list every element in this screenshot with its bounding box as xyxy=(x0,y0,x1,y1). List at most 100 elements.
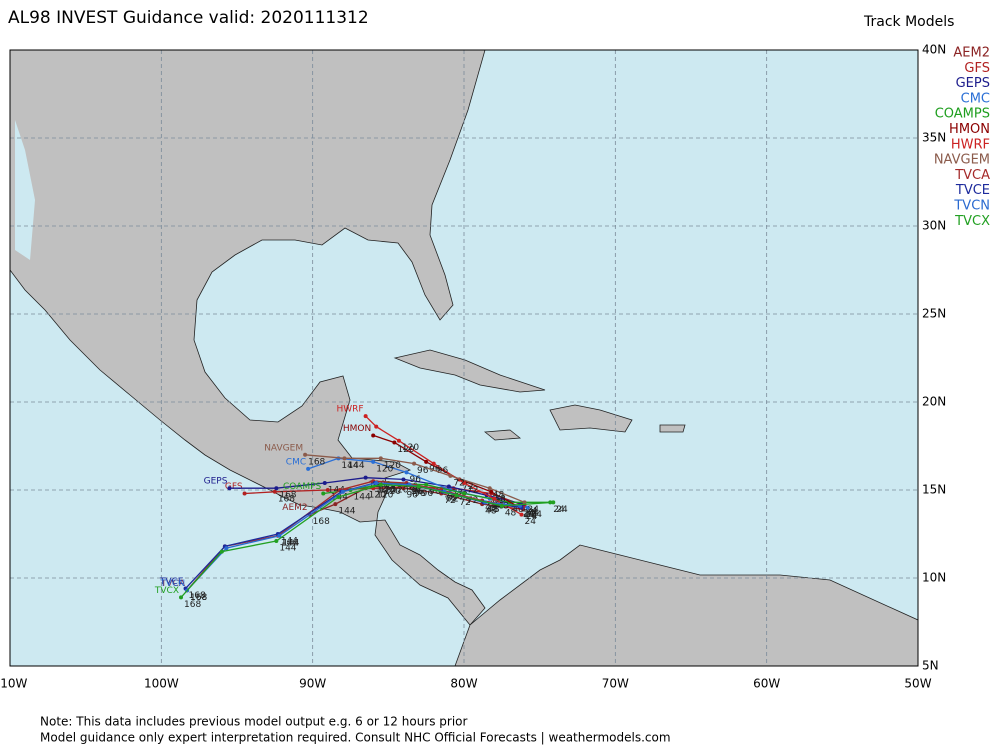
forecast-hour: 144 xyxy=(282,538,299,548)
forecast-hour: 24 xyxy=(523,510,535,520)
track-point xyxy=(454,493,459,498)
track-point xyxy=(363,475,368,480)
forecast-hour: 48 xyxy=(493,501,505,511)
track-line xyxy=(244,485,525,507)
note: Model guidance only expert interpretatio… xyxy=(40,731,671,745)
track-point xyxy=(277,533,282,538)
forecast-hour: 48 xyxy=(485,503,497,513)
forecast-hour: 144 xyxy=(341,461,358,471)
track-point xyxy=(303,452,308,457)
track-point xyxy=(448,473,453,478)
forecast-hour: 48 xyxy=(493,491,505,501)
hispaniola xyxy=(549,404,633,433)
track-point xyxy=(374,424,379,429)
track-point xyxy=(378,482,383,487)
forecast-hour: 48 xyxy=(488,505,500,515)
legend-entry: TVCA xyxy=(954,168,990,183)
track-point xyxy=(321,491,326,496)
legend-entry: GEPS xyxy=(956,76,990,91)
jamaica xyxy=(483,429,522,441)
forecast-hour: 24 xyxy=(525,517,537,527)
forecast-hour: 120 xyxy=(378,485,395,495)
legend-entry: HMON xyxy=(949,122,990,137)
y-tick-label: 20N xyxy=(922,395,946,409)
track-end-label: HMON xyxy=(343,424,371,434)
track-end-label: COAMPS xyxy=(283,482,322,492)
x-tick-label: 100W xyxy=(144,677,179,691)
track-point xyxy=(374,480,379,485)
forecast-hour: 144 xyxy=(347,461,364,471)
track-point xyxy=(333,502,338,507)
track-point xyxy=(227,486,232,491)
track-end-label: TVCN xyxy=(159,579,185,589)
forecast-hour: 24 xyxy=(526,507,538,517)
forecast-hour: 48 xyxy=(505,508,517,518)
cuba xyxy=(393,349,546,393)
forecast-hour: 96 xyxy=(422,489,434,499)
track-point xyxy=(242,491,247,496)
track-point xyxy=(412,461,417,466)
forecast-hour: 72 xyxy=(446,494,457,504)
forecast-hour: 168 xyxy=(278,494,295,504)
track-point xyxy=(551,500,556,505)
forecast-hour: 144 xyxy=(279,544,296,554)
track-point xyxy=(336,495,341,500)
forecast-hour: 96 xyxy=(409,485,421,495)
forecast-hour: 120 xyxy=(376,484,393,494)
legend-entry: GFS xyxy=(964,61,990,76)
track-point xyxy=(274,486,279,491)
track-point xyxy=(424,459,429,464)
track-point xyxy=(306,466,311,471)
legend-entry: TVCN xyxy=(953,199,990,214)
y-tick-label: 35N xyxy=(922,131,946,145)
track-point xyxy=(489,489,494,494)
forecast-hour: 96 xyxy=(429,464,441,474)
forecast-hour: 48 xyxy=(512,505,524,515)
forecast-hour: 48 xyxy=(494,494,506,504)
track-point xyxy=(342,456,347,461)
forecast-hour: 72 xyxy=(467,485,478,495)
forecast-hour: 24 xyxy=(553,505,565,515)
forecast-hour: 96 xyxy=(411,487,423,497)
track-point xyxy=(462,491,466,496)
forecast-hour: 72 xyxy=(444,493,455,503)
track-end-label: NAVGEM xyxy=(264,443,303,453)
track-end-label: GFS xyxy=(225,482,243,492)
forecast-hour: 168 xyxy=(190,593,207,603)
forecast-hour: 24 xyxy=(528,508,540,518)
track-point xyxy=(424,482,429,487)
x-tick-label: 50W xyxy=(904,677,931,691)
forecast-hour: 72 xyxy=(467,496,478,506)
forecast-hour: 24 xyxy=(523,508,535,518)
forecast-hour: 96 xyxy=(406,491,418,501)
note: Note: This data includes previous model … xyxy=(40,715,468,729)
forecast-hour: 72 xyxy=(447,494,458,504)
forecast-hour: 24 xyxy=(556,505,568,515)
forecast-hour: 72 xyxy=(444,496,455,506)
track-point xyxy=(219,549,224,554)
track-point xyxy=(487,486,492,491)
y-tick-label: 15N xyxy=(922,483,946,497)
y-tick-label: 25N xyxy=(922,307,946,321)
track-point xyxy=(322,480,327,485)
x-tick-label: 80W xyxy=(450,677,477,691)
forecast-hour: 168 xyxy=(313,517,330,527)
forecast-hour: 96 xyxy=(429,487,441,497)
forecast-hour: 120 xyxy=(391,485,408,495)
x-tick-label: 90W xyxy=(299,677,326,691)
track-point xyxy=(522,500,527,505)
track-point xyxy=(499,503,504,508)
track-point xyxy=(363,414,368,419)
forecast-hour: 96 xyxy=(409,475,421,485)
forecast-hour: 72 xyxy=(459,498,470,508)
track-point xyxy=(396,438,401,443)
track-line xyxy=(372,434,521,509)
forecast-hour: 120 xyxy=(376,491,393,501)
track-point xyxy=(525,505,530,510)
forecast-hour: 168 xyxy=(184,600,201,610)
legend-entry: COAMPS xyxy=(935,107,990,122)
track-point xyxy=(392,440,397,445)
forecast-hour: 24 xyxy=(526,510,538,520)
track-end-label: AEM2 xyxy=(282,503,307,513)
legend-entry: TVCX xyxy=(954,214,990,229)
